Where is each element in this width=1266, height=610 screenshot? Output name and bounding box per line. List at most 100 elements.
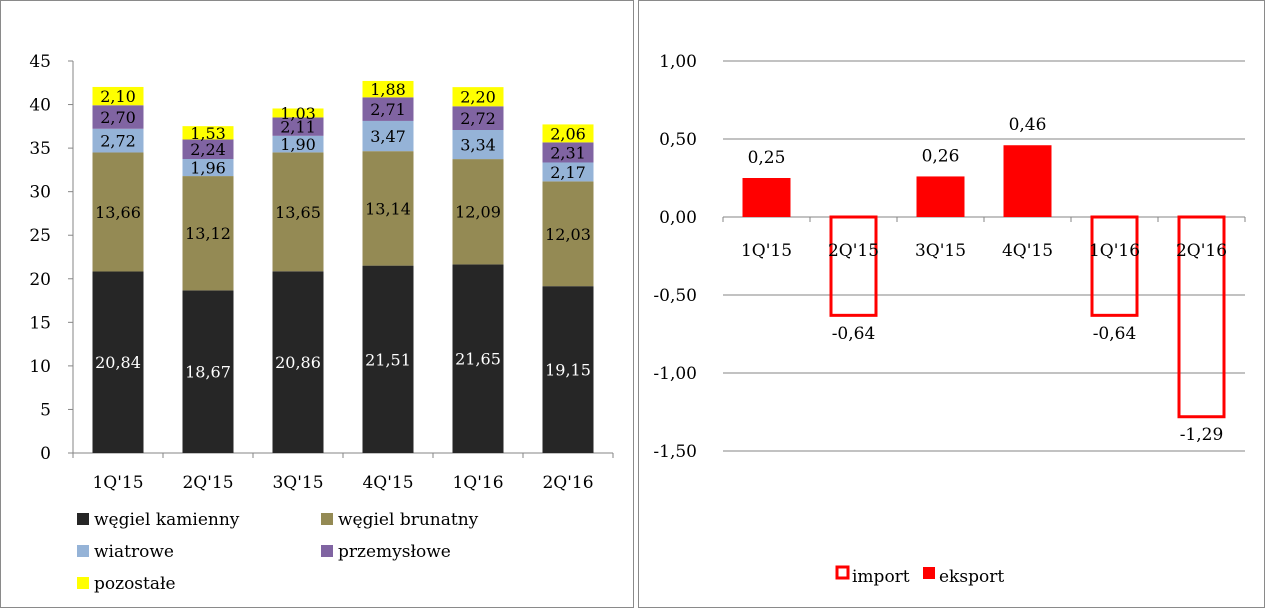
data-label: 2,10 [100,87,136,106]
trade-balance-chart-panel: 1,00 0,50 0,00 -0,50 -1,00 -1,50 0,25 -0,64 0,26… [638,0,1265,608]
panel-divider [634,0,638,610]
legend-swatch-eksport [923,567,935,579]
y-tick-label: 10 [29,357,51,377]
data-label: 2,71 [370,100,406,119]
legend-swatch [321,513,333,525]
x-tick-label: 1Q'15 [741,241,792,261]
data-label: 13,66 [95,203,141,222]
data-label: 2,24 [190,140,226,159]
legend-label: pozostałe [94,574,176,594]
y-tick-label: 5 [40,400,51,420]
bar-segment [452,264,504,453]
y-tick-label: 20 [29,270,51,290]
data-label: 13,14 [365,199,411,218]
bar-segment [542,142,594,163]
legend-item: węgiel brunatny [321,510,479,530]
legend-item: przemysłowe [321,542,451,562]
legend-swatch [77,545,89,557]
data-label: -1,29 [1180,425,1224,445]
legend-label: import [852,567,910,587]
bar-import [1090,215,1139,317]
bar-eksport [1003,145,1052,217]
bar-segment [452,129,504,160]
data-label: 19,15 [545,361,591,380]
bar-segment [452,159,504,265]
y-tick-label: -1,50 [653,442,697,462]
data-label: 2,06 [550,124,586,143]
data-label: 13,12 [185,224,231,243]
data-label: 2,11 [280,118,316,137]
data-label: 2,70 [100,108,136,127]
data-label: -0,64 [1093,324,1137,344]
bar-import [1177,215,1226,419]
legend-swatch [77,577,89,589]
data-label: 1,88 [370,80,406,99]
bar-import [829,215,878,317]
bar-segment [272,117,324,136]
bar-segment [272,135,324,153]
bar-segment [92,152,144,272]
legend-item: pozostałe [77,574,176,594]
data-label: 3,47 [370,127,406,146]
y-tick-label: -1,00 [653,364,697,384]
y-tick-label: 1,00 [659,52,697,72]
y-tick-label: 40 [29,96,51,116]
bar-segment [542,181,594,287]
data-label: 2,72 [100,132,136,151]
data-label: 2,20 [460,88,496,107]
legend-label: wiatrowe [94,542,174,562]
data-label: 20,84 [95,353,141,372]
bar-segment [272,108,324,118]
x-tick-label: 2Q'16 [542,473,593,493]
y-tick-label: 0,50 [659,130,697,150]
x-tick-label: 1Q'16 [1089,241,1140,261]
legend-label: węgiel brunatny [338,510,479,530]
legend: import eksport [835,565,1004,587]
trade-balance-chart: 1,00 0,50 0,00 -0,50 -1,00 -1,50 0,25 -0,64 0,26… [653,52,1246,587]
bar-segment [452,106,504,130]
data-label: 1,03 [280,104,316,123]
bar-segment [182,139,234,159]
bar-segment [542,162,594,182]
data-label: 0,26 [922,146,960,166]
y-tick-label: -0,50 [653,286,697,306]
x-tick-label: 2Q'15 [182,473,233,493]
bar-segment [182,126,234,140]
x-tick-label: 1Q'15 [92,473,143,493]
legend-item: eksport [923,567,1004,587]
bar-segment [362,151,414,266]
bar-segment [92,271,144,453]
bar-segment [452,87,504,107]
y-tick-label: 45 [29,52,51,72]
legend-label: eksport [939,567,1004,587]
x-tick-label: 3Q'15 [272,473,323,493]
x-tick-label: 2Q'15 [828,241,879,261]
legend-swatch [321,545,333,557]
x-tick-label: 4Q'15 [1002,241,1053,261]
x-tick-label: 3Q'15 [915,241,966,261]
data-label: 21,51 [365,350,411,369]
legend-label: przemysłowe [338,542,451,562]
stacked-bar-chart-panel: 0 5 10 15 20 25 30 35 40 45 20,84 13,66 2,72 2,70 2,10… [0,0,634,608]
stacked-bar-chart: 0 5 10 15 20 25 30 35 40 45 20,84 13,66 2,72 2,70 2,10… [29,52,614,594]
bar-segment [362,80,414,98]
data-label: 2,31 [550,143,586,162]
bar-segment [272,271,324,453]
data-label: -0,64 [832,324,876,344]
data-label: 1,96 [190,159,226,178]
data-label: 18,67 [185,363,231,382]
data-label: 13,65 [275,203,321,222]
legend-item: wiatrowe [77,542,174,562]
bar-segment [362,97,414,121]
bar-segment [542,286,594,453]
legend-item: węgiel kamienny [77,510,240,530]
y-tick-label: 15 [29,313,51,333]
y-tick-label: 35 [29,139,51,159]
y-tick-label: 0 [40,444,51,464]
bar-segment [362,265,414,453]
data-label: 0,25 [748,148,786,168]
y-tick-label: 25 [29,226,51,246]
bar-segment [92,86,144,106]
x-tick-label: 4Q'15 [362,473,413,493]
data-label: 21,65 [455,350,501,369]
